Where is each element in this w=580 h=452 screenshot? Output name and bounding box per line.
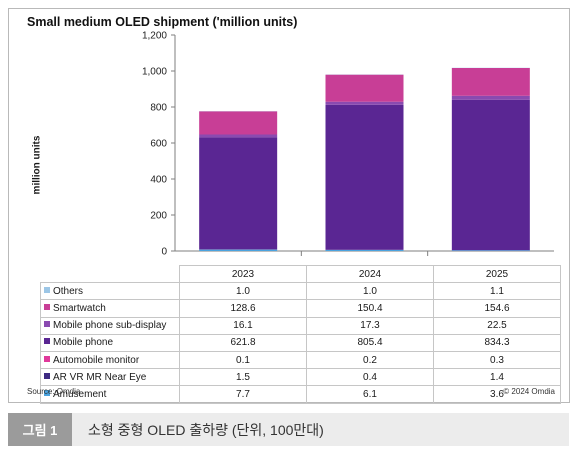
legend-label: Automobile monitor: [40, 350, 180, 370]
table-row: Mobile phone sub-display 16.1 17.3 22.5: [40, 316, 561, 335]
data-label: 1.5: [179, 368, 307, 387]
chart-card: Small medium OLED shipment ('million uni…: [8, 8, 570, 404]
bar-segment-amusement-2024: [325, 249, 404, 251]
bar-segment-mobile-phone-sub-display-2024: [325, 101, 404, 105]
y-tick-label: 600: [150, 139, 167, 150]
legend-label: Amusement: [40, 385, 180, 404]
table-row: Amusement 7.7 6.1 3.6: [40, 385, 561, 404]
y-tick-label: 200: [150, 211, 167, 222]
data-label: 22.5: [433, 316, 561, 335]
table-row: AR VR MR Near Eye 1.5 0.4 1.4: [40, 368, 561, 387]
table-header-row: 2023 2024 2025: [40, 264, 561, 284]
bar-segment-mobile-phone-2024: [325, 104, 404, 250]
table-row: Mobile phone 621.8 805.4 834.3: [40, 333, 561, 352]
data-label: 7.7: [179, 385, 307, 404]
data-label: 3.6: [433, 385, 561, 404]
bar-segment-smartwatch-2024: [325, 74, 404, 102]
data-label: 1.0: [306, 282, 434, 301]
legend-swatch: [44, 355, 50, 362]
data-table: 2023 2024 2025 Others 1.0 1.0 1.1 Smartwatch 128…: [40, 264, 561, 404]
legend-label: AR VR MR Near Eye: [40, 368, 180, 387]
legend-swatch: [44, 338, 50, 345]
legend-swatch: [44, 303, 50, 310]
copyright-note: © 2024 Omdia: [503, 387, 555, 396]
legend-label: Mobile phone sub-display: [40, 316, 180, 335]
bar-segment-amusement-2025: [451, 250, 530, 251]
bar-segment-smartwatch-2025: [451, 67, 530, 96]
data-label: 621.8: [179, 333, 307, 352]
table-corner: [40, 265, 180, 284]
figure-caption: 그림 1 소형 중형 OLED 출하량 (단위, 100만대): [8, 413, 569, 446]
legend-label: Smartwatch: [40, 299, 180, 318]
y-tick-label: 400: [150, 175, 167, 186]
data-label: 0.1: [179, 350, 307, 370]
legend-swatch: [44, 389, 50, 396]
legend-label: Others: [40, 282, 180, 301]
data-label: 128.6: [179, 299, 307, 318]
y-tick-label: 1,000: [142, 67, 167, 78]
chart-title: Small medium OLED shipment ('million uni…: [27, 15, 298, 29]
data-label: 1.0: [179, 282, 307, 301]
data-label: 6.1: [306, 385, 434, 404]
caption-tag: 그림 1: [8, 413, 72, 446]
legend-label: Mobile phone: [40, 333, 180, 352]
data-label: 0.2: [306, 350, 434, 370]
bar-segment-mobile-phone-sub-display-2023: [199, 134, 278, 138]
bar-segment-mobile-phone-2023: [199, 137, 278, 250]
data-label: 17.3: [306, 316, 434, 335]
data-label: 16.1: [179, 316, 307, 335]
table-row: Automobile monitor 0.1 0.2 0.3: [40, 350, 561, 370]
x-tick-label: 2024: [306, 264, 434, 284]
legend-swatch: [44, 372, 50, 379]
legend-swatch: [44, 321, 50, 328]
bar-segment-smartwatch-2023: [199, 111, 278, 135]
data-label: 0.3: [433, 350, 561, 370]
data-label: 834.3: [433, 333, 561, 352]
data-label: 154.6: [433, 299, 561, 318]
data-label: 0.4: [306, 368, 434, 387]
legend-swatch: [44, 286, 50, 293]
data-label: 1.4: [433, 368, 561, 387]
y-tick-label: 800: [150, 103, 167, 114]
y-tick-label: 1,200: [142, 31, 167, 42]
table-row: Smartwatch 128.6 150.4 154.6: [40, 299, 561, 318]
bar-segment-mobile-phone-sub-display-2025: [451, 95, 530, 100]
table-row: Others 1.0 1.0 1.1: [40, 282, 561, 301]
data-label: 150.4: [306, 299, 434, 318]
source-note: Source: Omdia: [27, 387, 81, 396]
data-label: 805.4: [306, 333, 434, 352]
bar-segment-amusement-2023: [199, 249, 278, 251]
caption-text: 소형 중형 OLED 출하량 (단위, 100만대): [88, 421, 324, 438]
x-tick-label: 2023: [179, 264, 307, 284]
bar-segment-mobile-phone-2025: [451, 99, 530, 251]
chart-plot: 0 200 400 600 800 1,000 1,200: [142, 31, 554, 258]
x-tick-label: 2025: [433, 264, 561, 284]
data-label: 1.1: [433, 282, 561, 301]
y-tick-label: 0: [161, 247, 167, 258]
